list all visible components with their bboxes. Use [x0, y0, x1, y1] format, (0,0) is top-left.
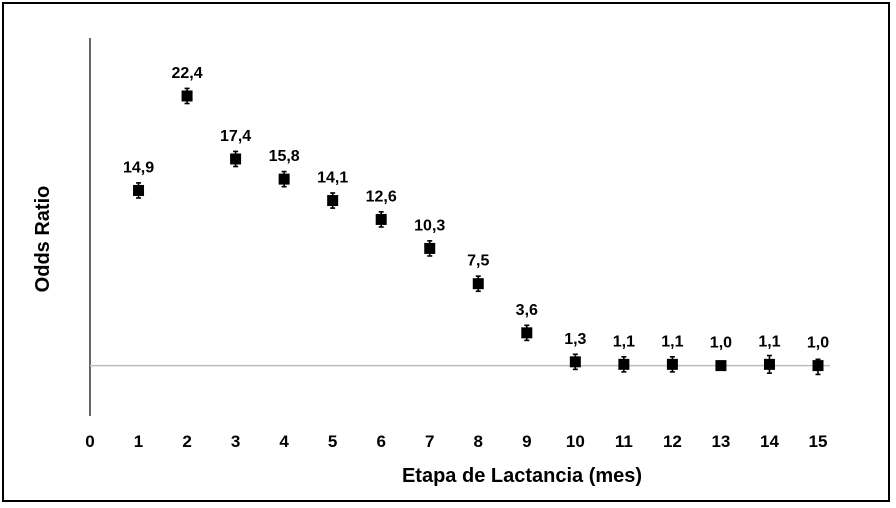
x-tick-label: 13: [711, 432, 730, 451]
data-label: 3,6: [516, 302, 538, 319]
data-label: 1,1: [661, 333, 683, 350]
data-label: 1,1: [758, 333, 780, 350]
data-label: 15,8: [269, 148, 300, 165]
chart-frame: [2, 2, 890, 502]
x-tick-labels: 0 1 2 3 4 5 6 7 8 9 10 11 12 13 14 15: [85, 432, 827, 451]
x-tick-label: 8: [474, 432, 483, 451]
x-tick-label: 0: [85, 432, 94, 451]
x-tick-label: 5: [328, 432, 337, 451]
data-points: [133, 90, 824, 372]
x-tick-label: 3: [231, 432, 240, 451]
data-labels: 14,9 22,4 17,4 15,8 14,1 12,6 10,3 7,5 3,6 1,3 1,1…: [123, 65, 829, 352]
data-point: [472, 278, 484, 290]
y-axis-title: Odds Ratio: [32, 186, 54, 293]
data-point: [715, 360, 727, 372]
x-axis-title: Etapa de Lactancia (mes): [402, 465, 642, 487]
data-label: 14,9: [123, 159, 154, 176]
x-tick-label: 15: [809, 432, 828, 451]
x-tick-label: 7: [425, 432, 434, 451]
data-point: [181, 90, 193, 102]
x-tick-label: 6: [376, 432, 385, 451]
data-label: 22,4: [171, 65, 202, 82]
x-tick-label: 9: [522, 432, 531, 451]
data-label: 1,0: [710, 335, 732, 352]
data-label: 1,1: [613, 333, 635, 350]
data-point: [569, 356, 581, 368]
x-tick-label: 11: [615, 432, 633, 451]
x-tick-label: 12: [663, 432, 682, 451]
x-tick-label: 4: [279, 432, 289, 451]
data-label: 10,3: [414, 217, 445, 234]
data-point: [424, 242, 436, 254]
x-tick-label: 2: [182, 432, 191, 451]
data-point: [763, 358, 775, 370]
data-label: 12,6: [366, 188, 397, 205]
x-tick-label: 14: [760, 432, 779, 451]
data-point: [521, 327, 533, 339]
data-label: 14,1: [317, 170, 348, 187]
data-point: [666, 358, 678, 370]
data-point: [812, 360, 824, 372]
data-point: [327, 195, 339, 207]
data-point: [133, 184, 145, 196]
data-point: [278, 173, 290, 185]
data-label: 17,4: [220, 128, 251, 145]
data-label: 1,0: [807, 335, 829, 352]
data-label: 1,3: [564, 331, 586, 348]
x-tick-label: 1: [134, 432, 143, 451]
x-tick-label: 10: [566, 432, 585, 451]
data-point: [230, 153, 242, 165]
data-point: [375, 213, 387, 225]
data-point: [618, 358, 630, 370]
data-label: 7,5: [467, 253, 489, 270]
